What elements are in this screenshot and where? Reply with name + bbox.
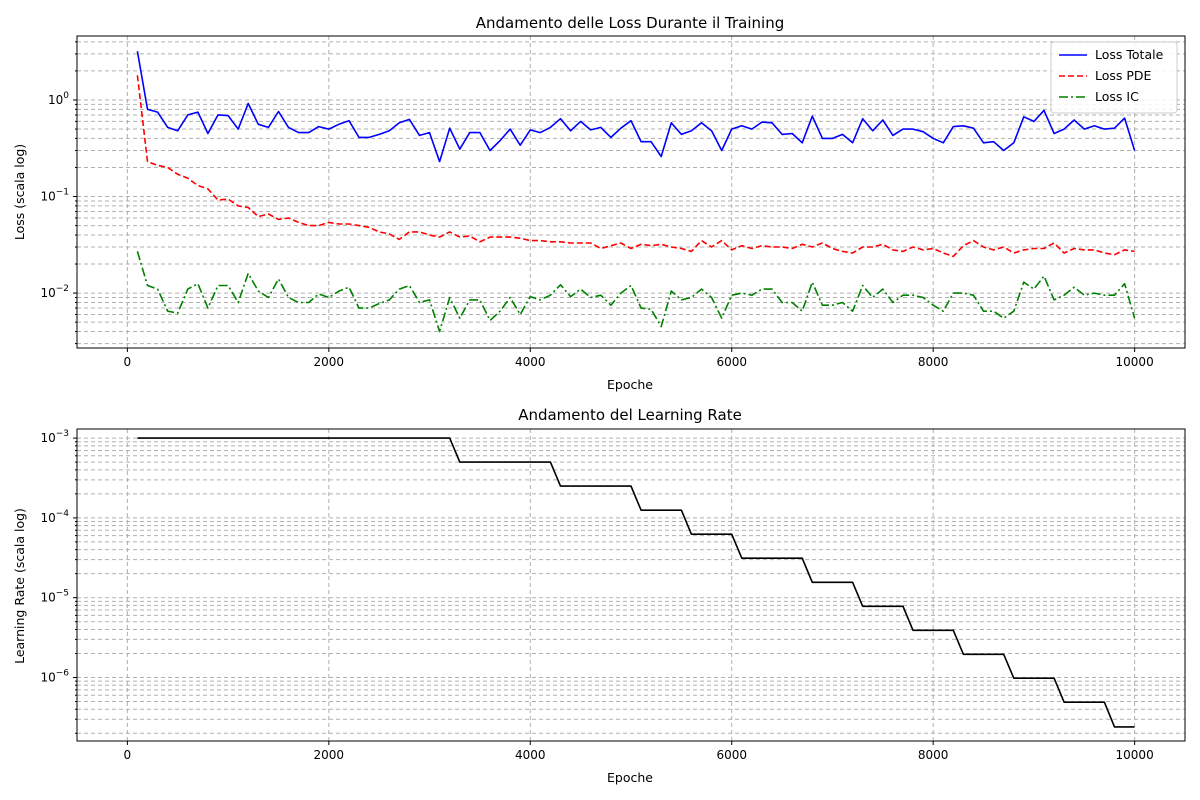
lr-chart-ylabel: Learning Rate (scala log) — [12, 508, 27, 664]
x-tick-label: 4000 — [515, 748, 546, 762]
x-tick-label: 6000 — [716, 355, 747, 369]
y-tick-label: 10−2 — [40, 284, 69, 300]
y-tick-label: 10−5 — [40, 589, 69, 605]
series-line-loss-pde — [136, 75, 1135, 258]
series-line-loss-totale — [136, 51, 1136, 163]
lr-chart: 0 2000 4000 6000 8000 10000 10−6 10−5 10−4 10−3 A… — [12, 406, 1186, 785]
x-tick-label: 10000 — [1116, 748, 1154, 762]
loss-chart-frame — [76, 35, 1186, 349]
lr-chart-ticks: 0 2000 4000 6000 8000 10000 10−6 10−5 10−4 10−3 — [40, 429, 1153, 762]
loss-chart-grid — [77, 36, 1185, 348]
loss-chart-ticks: 0 2000 4000 6000 8000 10000 10−2 10−1 100 — [40, 41, 1154, 369]
loss-chart-title: Andamento delle Loss Durante il Training — [476, 14, 785, 32]
x-tick-label: 6000 — [716, 748, 747, 762]
x-tick-label: 10000 — [1116, 355, 1154, 369]
loss-chart-ylabel: Loss (scala log) — [12, 144, 27, 240]
x-tick-label: 8000 — [918, 748, 949, 762]
y-tick-label: 10−1 — [40, 188, 69, 204]
lr-chart-frame — [76, 428, 1186, 742]
loss-chart: 0 2000 4000 6000 8000 10000 10−2 10−1 100 Andame… — [12, 14, 1186, 392]
x-tick-label: 8000 — [918, 355, 949, 369]
y-tick-label: 10−4 — [40, 509, 69, 525]
legend-label: Loss IC — [1095, 89, 1139, 104]
x-tick-label: 2000 — [314, 355, 345, 369]
lr-chart-xlabel: Epoche — [607, 770, 653, 785]
legend-label: Loss Totale — [1095, 47, 1164, 62]
y-tick-label: 10−6 — [40, 668, 69, 684]
y-tick-label: 100 — [48, 91, 69, 107]
series-line-series-0 — [137, 437, 1135, 728]
series-line-loss-ic — [136, 251, 1136, 333]
lr-chart-title: Andamento del Learning Rate — [518, 406, 742, 424]
x-tick-label: 4000 — [515, 355, 546, 369]
x-tick-label: 0 — [124, 355, 132, 369]
loss-chart-legend: Loss Totale Loss PDE Loss IC — [1050, 41, 1178, 114]
lr-chart-series — [137, 437, 1135, 728]
lr-chart-grid — [77, 429, 1185, 741]
x-tick-label: 0 — [124, 748, 132, 762]
x-tick-label: 2000 — [314, 748, 345, 762]
loss-chart-xlabel: Epoche — [607, 377, 653, 392]
legend-box — [1050, 41, 1178, 114]
legend-label: Loss PDE — [1095, 68, 1152, 83]
loss-chart-series — [136, 51, 1136, 333]
y-tick-label: 10−3 — [40, 429, 69, 445]
